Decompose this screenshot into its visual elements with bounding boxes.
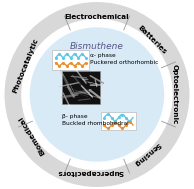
- Text: Photocatalytic: Photocatalytic: [11, 37, 39, 94]
- Text: Biomedical: Biomedical: [17, 115, 46, 156]
- Text: Supercapacitors: Supercapacitors: [57, 169, 124, 175]
- Text: Bismuthene: Bismuthene: [70, 43, 124, 51]
- FancyBboxPatch shape: [62, 71, 100, 104]
- Circle shape: [13, 10, 181, 179]
- Text: Electrochemical: Electrochemical: [65, 14, 129, 20]
- FancyBboxPatch shape: [101, 112, 136, 130]
- Text: Optoelectronic: Optoelectronic: [171, 64, 178, 125]
- FancyBboxPatch shape: [53, 50, 89, 70]
- Text: Sensing: Sensing: [132, 141, 161, 167]
- Circle shape: [29, 26, 165, 163]
- Text: α- phase
Puckered orthorhombic: α- phase Puckered orthorhombic: [90, 53, 159, 65]
- Text: β- phase
Buckled rhombohedral: β- phase Buckled rhombohedral: [62, 114, 129, 126]
- Text: Batteries: Batteries: [136, 24, 167, 55]
